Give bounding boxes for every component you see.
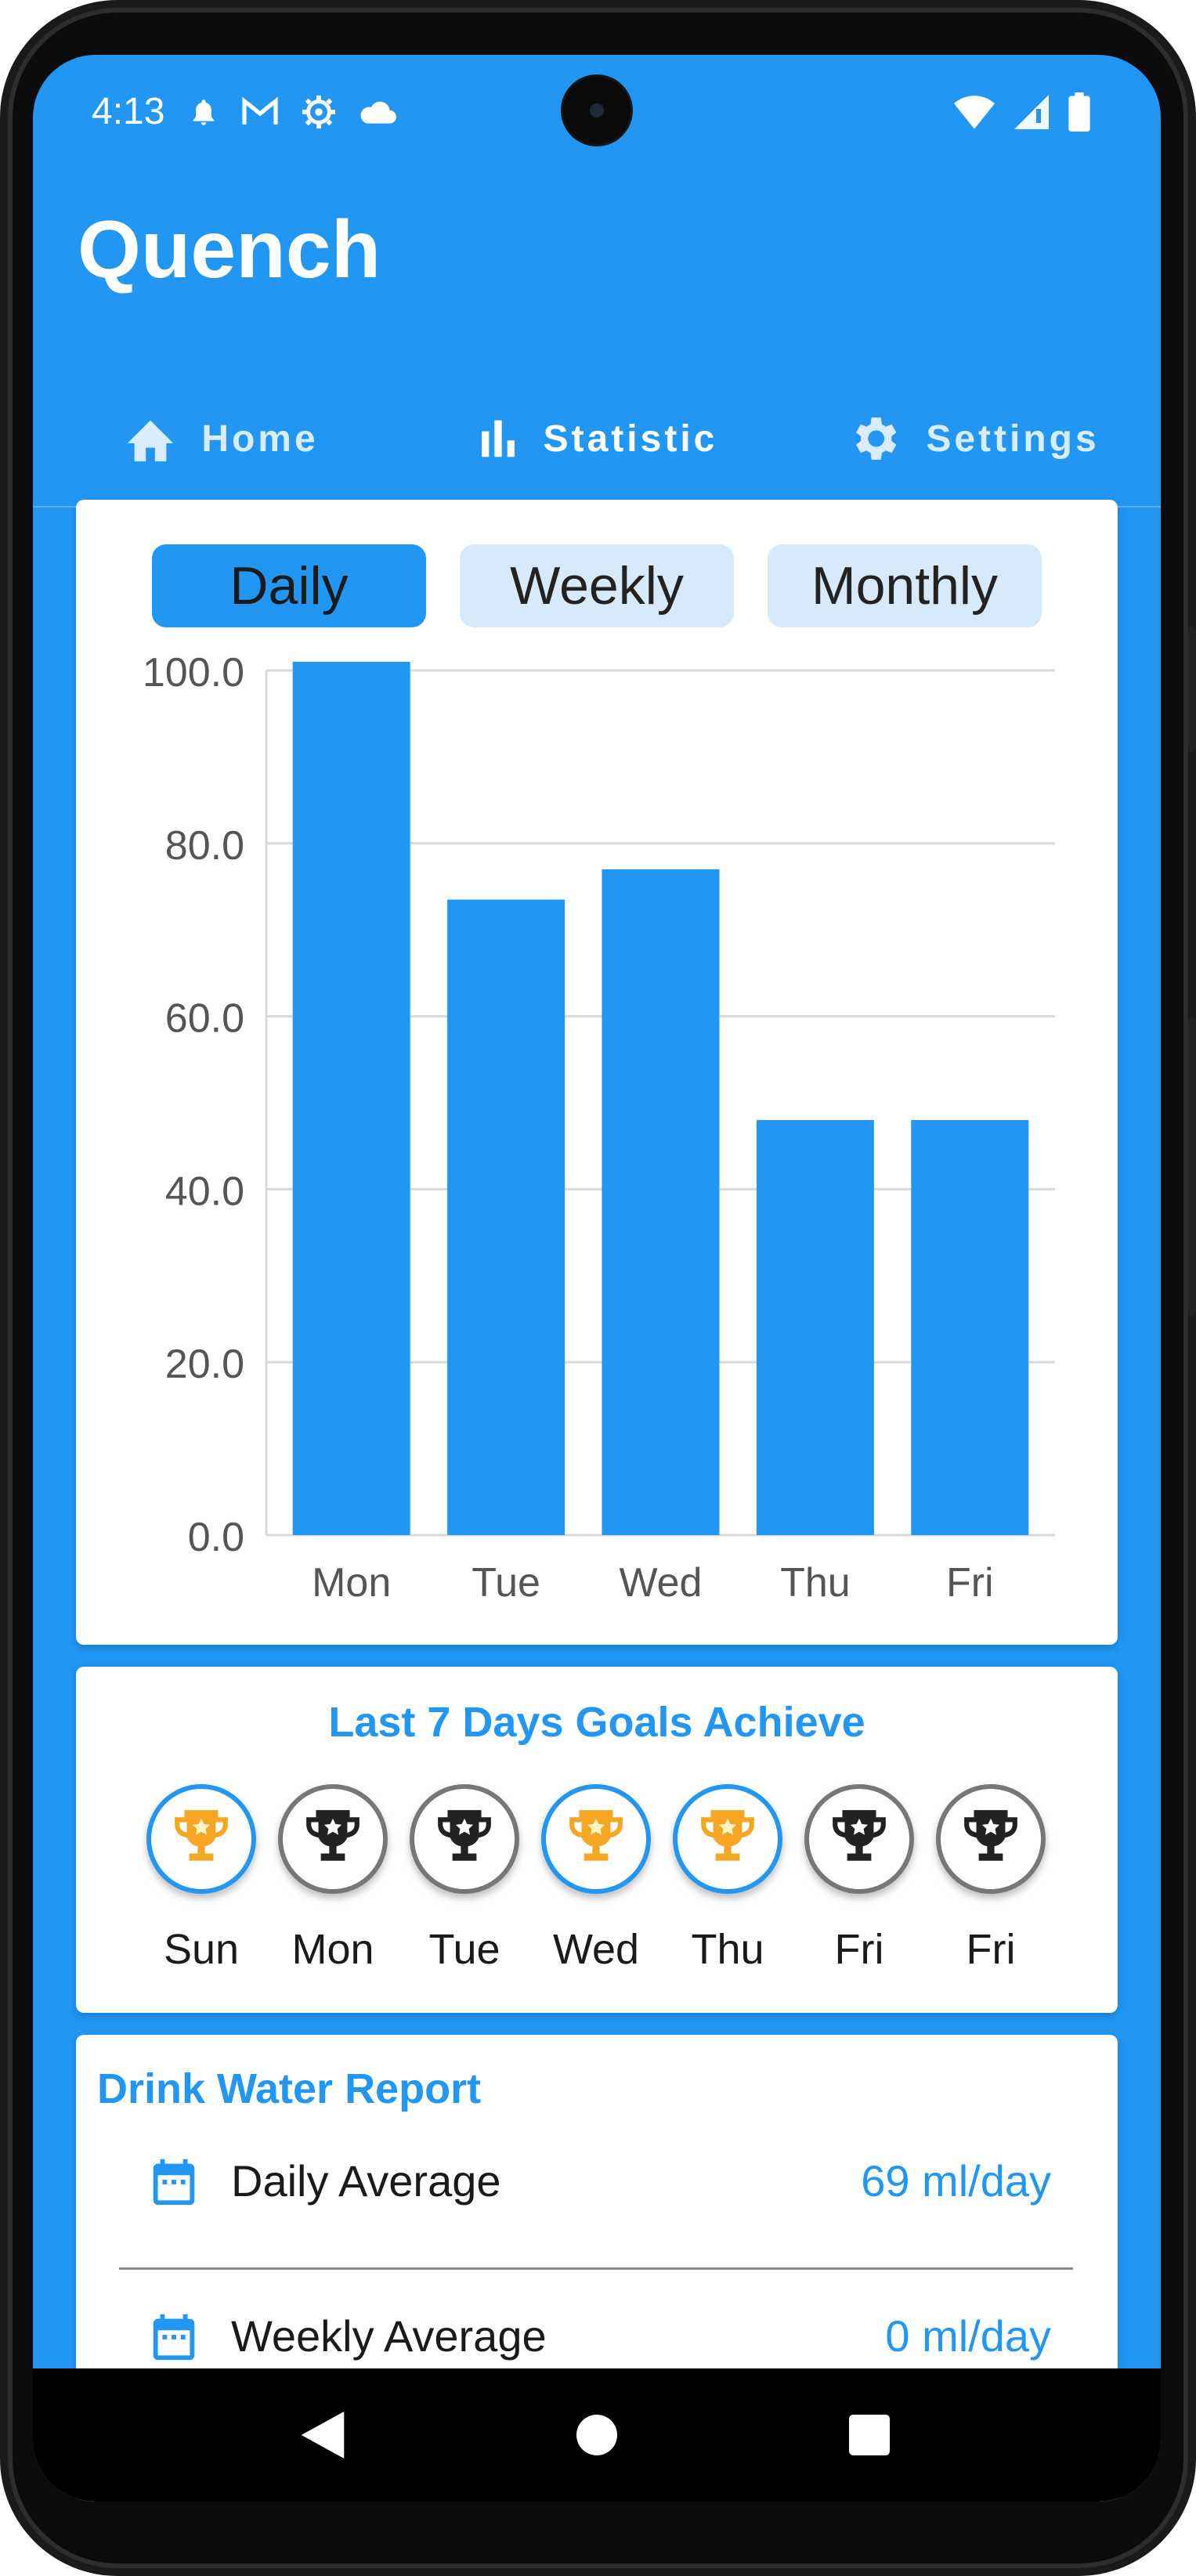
- y-tick-label: 80.0: [165, 823, 244, 869]
- bar: [447, 899, 565, 1535]
- wifi-icon: [954, 96, 995, 129]
- bar: [911, 1120, 1029, 1535]
- report-label: Weekly Average: [231, 2311, 547, 2361]
- app-title: Quench: [78, 204, 381, 295]
- report-row-daily: Daily Average 69 ml/day: [76, 2138, 1118, 2224]
- home-icon: [128, 420, 174, 462]
- report-label: Daily Average: [231, 2156, 501, 2206]
- calendar-icon: [153, 2159, 195, 2206]
- cloud-icon: [360, 101, 396, 124]
- trophy-icon: [833, 1810, 886, 1861]
- back-button[interactable]: [287, 2400, 358, 2470]
- goal-day-label: Wed: [552, 1926, 640, 1973]
- calendar-icon: [153, 2314, 195, 2361]
- goals-title: Last 7 Days Goals Achieve: [328, 1699, 865, 1746]
- volume-button: [1188, 627, 1196, 752]
- goal-trophy: [673, 1784, 782, 1894]
- gmail-icon: [242, 96, 278, 125]
- goal-trophy: [541, 1784, 651, 1894]
- goal-trophy: [146, 1784, 256, 1894]
- recents-icon: [849, 2415, 890, 2455]
- trophy-icon: [701, 1810, 754, 1861]
- tab-home-label: Home: [201, 417, 319, 460]
- system-nav-bar: [33, 2368, 1161, 2502]
- y-tick-label: 100.0: [143, 650, 244, 695]
- goal-trophy: [410, 1784, 519, 1894]
- goal-day-label: Mon: [291, 1926, 374, 1973]
- x-tick-label: Thu: [780, 1560, 851, 1606]
- goal-trophy: [804, 1784, 914, 1894]
- trophy-icon: [175, 1810, 228, 1861]
- period-weekly-button[interactable]: Weekly: [460, 544, 734, 627]
- y-tick-label: 60.0: [165, 996, 244, 1042]
- status-time: 4:13: [92, 91, 165, 132]
- tab-settings[interactable]: Settings: [785, 368, 1161, 509]
- bell-icon: [193, 99, 215, 125]
- bar-chart: 0.0 20.0 40.0 60.0 80.0 100.0 Mon Tue Wed Thu Fri: [143, 650, 1055, 1606]
- power-button: [1188, 1018, 1196, 1316]
- tab-statistic-label: Statistic: [543, 417, 718, 460]
- trophy-icon: [438, 1810, 491, 1861]
- system-icons: [954, 92, 1090, 132]
- trophy-icon: [306, 1810, 360, 1861]
- x-tick-label: Wed: [620, 1560, 703, 1606]
- goal-day-label: Fri: [966, 1926, 1016, 1973]
- goal-day-label: Tue: [428, 1926, 500, 1973]
- tab-settings-label: Settings: [926, 417, 1100, 460]
- y-tick-label: 20.0: [165, 1342, 244, 1387]
- goal-day-label: Sun: [163, 1926, 240, 1973]
- y-tick-label: 40.0: [165, 1169, 244, 1214]
- x-tick-label: Fri: [946, 1560, 994, 1606]
- back-icon: [301, 2412, 345, 2459]
- screen: 4:13 Quench Home Stat: [33, 55, 1161, 2502]
- status-bar: 4:13: [33, 55, 1161, 172]
- goal-day-label: Thu: [691, 1926, 764, 1973]
- bar: [602, 869, 720, 1535]
- statistic-chart-card: Daily Weekly Monthly 0.0 20.0 40.0 60.0 80.0…: [76, 500, 1118, 1645]
- goal-trophy: [936, 1784, 1046, 1894]
- settings-gear-icon: [302, 95, 336, 129]
- bar: [756, 1120, 874, 1535]
- gear-icon: [856, 417, 897, 460]
- period-daily-button[interactable]: Daily: [152, 544, 426, 627]
- trophy-icon: [569, 1810, 623, 1861]
- home-circle-icon: [576, 2415, 617, 2455]
- home-button[interactable]: [562, 2400, 632, 2470]
- goal-day-label: Fri: [834, 1926, 884, 1973]
- report-value: 0 ml/day: [885, 2311, 1051, 2361]
- tab-bar: Home Statistic Settings: [33, 368, 1161, 509]
- recents-button[interactable]: [834, 2400, 905, 2470]
- notification-icons: [188, 94, 398, 130]
- signal-icon: [1014, 95, 1049, 129]
- goals-card: Last 7 Days Goals Achieve Sun Mon Tue Wed Th…: [76, 1667, 1118, 2013]
- trophy-icon: [964, 1810, 1017, 1861]
- goal-trophy: [278, 1784, 388, 1894]
- period-monthly-button[interactable]: Monthly: [768, 544, 1042, 627]
- front-camera: [563, 77, 631, 144]
- report-divider: [119, 2267, 1073, 2270]
- x-tick-label: Tue: [472, 1560, 540, 1606]
- battery-icon: [1068, 92, 1090, 132]
- y-tick-label: 0.0: [188, 1515, 244, 1560]
- report-row-weekly: Weekly Average 0 ml/day: [76, 2293, 1118, 2379]
- tab-home[interactable]: Home: [33, 368, 409, 509]
- bar-chart-icon: [481, 420, 515, 457]
- report-value: 69 ml/day: [861, 2156, 1051, 2206]
- bar: [292, 661, 410, 1536]
- tab-statistic[interactable]: Statistic: [409, 368, 785, 509]
- x-tick-label: Mon: [312, 1560, 391, 1606]
- report-title: Drink Water Report: [97, 2065, 482, 2112]
